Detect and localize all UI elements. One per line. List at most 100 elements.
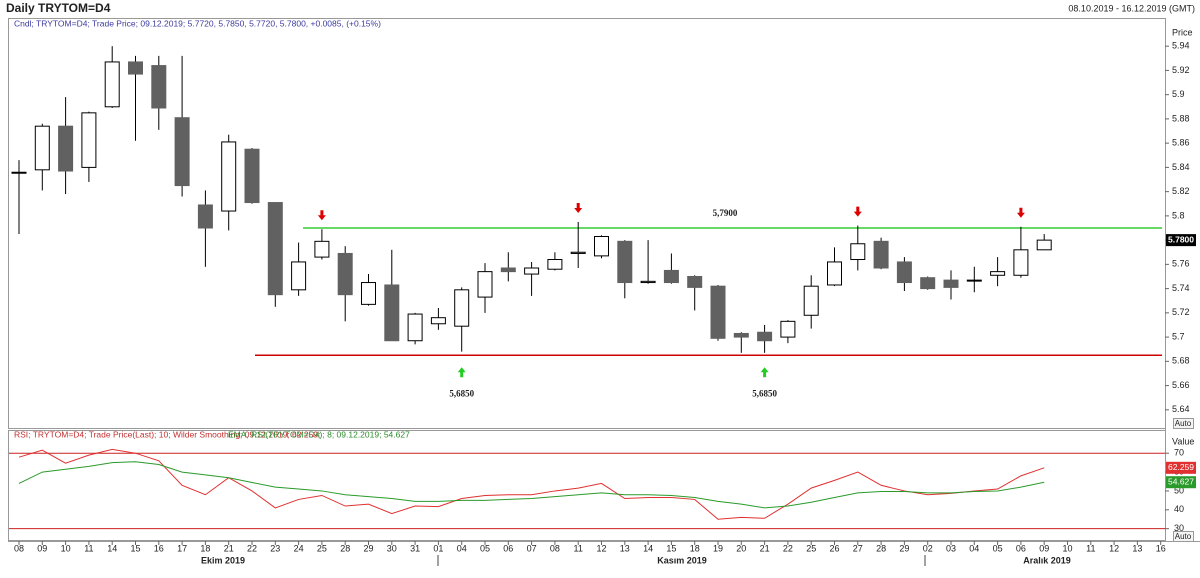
x-tick-label: 25 <box>317 543 327 553</box>
month-label: Ekim 2019 <box>201 555 245 565</box>
resistance-label: 5,7900 <box>713 208 738 218</box>
x-tick-label: 06 <box>503 543 513 553</box>
y-tick-label: 5.88 <box>1172 113 1190 123</box>
y-tick-label: 5.92 <box>1172 65 1190 75</box>
down-arrow <box>1016 207 1025 218</box>
candle-body <box>361 282 376 305</box>
ema-legend: EMA, RSI(TRYTOM=D4); 8; 09.12.2019; 54.6… <box>228 429 410 439</box>
x-tick-label: 15 <box>130 543 140 553</box>
x-tick-label: 13 <box>620 543 630 553</box>
auto-button[interactable] <box>1173 418 1194 429</box>
x-tick-label: 18 <box>200 543 210 553</box>
y-tick-label: 30 <box>1174 523 1184 533</box>
x-tick-label: 22 <box>783 543 793 553</box>
x-tick-label: 25 <box>806 543 816 553</box>
x-tick-label: 16 <box>1156 543 1166 553</box>
candle-body <box>710 285 726 339</box>
x-tick-label: 20 <box>736 543 746 553</box>
y-tick-label: 5.82 <box>1172 186 1190 196</box>
candle-body <box>11 171 27 174</box>
candle-body <box>384 284 400 342</box>
x-tick-label: 29 <box>899 543 909 553</box>
candle-body <box>780 320 796 338</box>
last-value-box <box>1166 461 1196 474</box>
month-label: Kasım 2019 <box>657 555 707 565</box>
candle-body <box>454 289 470 327</box>
candle-body <box>337 252 353 296</box>
x-tick-label: 23 <box>270 543 280 553</box>
candle-body <box>174 117 190 187</box>
candle-body <box>314 240 330 258</box>
x-tick-label: 08 <box>14 543 24 553</box>
x-tick-label: 11 <box>574 543 583 553</box>
candle-body <box>617 240 633 284</box>
y-tick-label: 5.74 <box>1172 283 1190 293</box>
x-tick-label: 29 <box>363 543 373 553</box>
auto-button[interactable] <box>1173 531 1194 542</box>
candle-body <box>594 235 609 257</box>
series-line <box>18 461 1045 509</box>
y-tick-label: 5.64 <box>1172 404 1190 414</box>
candle-body <box>663 269 679 284</box>
candle-body <box>896 261 912 284</box>
x-tick-label: 03 <box>946 543 956 553</box>
candle-body <box>244 148 260 204</box>
candle-body <box>827 261 842 286</box>
price-legend: Cndl; TRYTOM=D4; Trade Price; 09.12.2019… <box>14 18 381 28</box>
x-tick-label: 14 <box>643 543 653 553</box>
y-tick-label: 5.7 <box>1172 331 1185 341</box>
x-tick-label: 09 <box>1039 543 1049 553</box>
candle-body <box>430 317 446 325</box>
candle-body <box>966 279 982 282</box>
candle-body <box>640 280 656 284</box>
candle-body <box>58 125 74 172</box>
up-arrow <box>760 367 769 378</box>
x-tick-label: 31 <box>410 543 420 553</box>
x-tick-label: 22 <box>247 543 257 553</box>
y-tick-label: 5.84 <box>1172 162 1190 172</box>
candle-body <box>733 332 749 338</box>
candle-body <box>267 202 283 296</box>
x-tick-label: 05 <box>993 543 1003 553</box>
x-tick-label: 30 <box>387 543 397 553</box>
x-tick-label: 11 <box>1086 543 1095 553</box>
last-price-box <box>1166 234 1196 247</box>
auto-button-label[interactable]: Auto <box>1175 532 1192 541</box>
candle-body <box>1036 239 1052 251</box>
candle-body <box>943 279 959 288</box>
last-value-label: 62.259 <box>1168 462 1194 472</box>
candle-body <box>34 125 50 171</box>
y-tick-label: 70 <box>1174 448 1184 458</box>
last-value-label: 54.627 <box>1168 476 1194 486</box>
x-tick-label: 04 <box>457 543 467 553</box>
candle-body <box>221 141 237 212</box>
series-line <box>18 448 1045 520</box>
candle-body <box>803 285 819 316</box>
auto-button-label[interactable]: Auto <box>1175 419 1192 428</box>
y-tick-label: 5.8 <box>1172 210 1185 220</box>
y-tick-label: 5.94 <box>1172 41 1190 51</box>
candle-body <box>81 112 97 168</box>
date-range: 08.10.2019 - 16.12.2019 (GMT) <box>1068 3 1195 13</box>
x-tick-label: 06 <box>1016 543 1026 553</box>
x-tick-label: 18 <box>690 543 700 553</box>
x-tick-label: 10 <box>61 543 71 553</box>
support-label: 5,6850 <box>449 388 474 398</box>
candle-body <box>407 313 423 342</box>
x-tick-label: 07 <box>527 543 537 553</box>
candle-body <box>197 204 213 229</box>
down-arrow <box>574 202 583 213</box>
x-tick-label: 11 <box>84 543 93 553</box>
last-price-label: 5.7800 <box>1168 234 1194 244</box>
y-tick-label: 5.72 <box>1172 307 1190 317</box>
up-arrow <box>457 367 466 378</box>
candle-body <box>850 243 866 261</box>
down-arrow <box>853 206 862 217</box>
candle-body <box>920 277 936 290</box>
candle-body <box>547 259 563 270</box>
candle-body <box>873 240 889 269</box>
last-value-box <box>1166 476 1196 489</box>
x-tick-label: 12 <box>1109 543 1119 553</box>
y-tick-label: 5.66 <box>1172 380 1190 390</box>
